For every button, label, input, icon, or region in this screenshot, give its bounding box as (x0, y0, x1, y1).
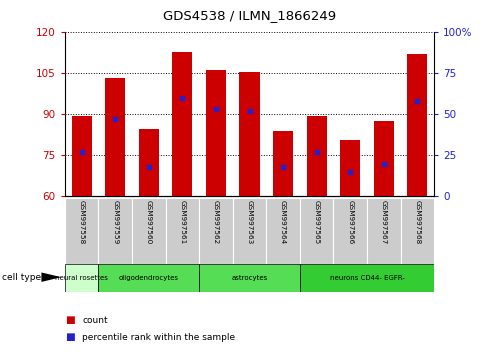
Bar (374, 121, 394, 196)
Bar (333, 198, 367, 264)
Bar (266, 198, 300, 264)
Bar (199, 264, 300, 292)
Text: neurons CD44- EGFR-: neurons CD44- EGFR- (329, 275, 404, 281)
Text: GSM997559: GSM997559 (112, 200, 118, 245)
Text: astrocytes: astrocytes (232, 275, 267, 281)
Bar (172, 52, 193, 196)
Text: percentile rank within the sample: percentile rank within the sample (82, 332, 236, 342)
Text: GSM997562: GSM997562 (213, 200, 219, 245)
Bar (166, 198, 199, 264)
Bar (65, 264, 98, 292)
Bar (199, 198, 233, 264)
Text: ■: ■ (65, 315, 75, 325)
Text: neural rosettes: neural rosettes (55, 275, 108, 281)
Polygon shape (41, 273, 61, 282)
Text: cell type: cell type (2, 273, 41, 282)
Bar (139, 129, 159, 196)
Bar (407, 54, 428, 196)
Bar (233, 198, 266, 264)
Text: GSM997561: GSM997561 (179, 200, 185, 245)
Bar (71, 115, 92, 196)
Text: GSM997564: GSM997564 (280, 200, 286, 245)
Text: GSM997566: GSM997566 (347, 200, 353, 245)
Text: GSM997560: GSM997560 (146, 200, 152, 245)
Bar (306, 115, 327, 196)
Text: GSM997568: GSM997568 (414, 200, 420, 245)
Bar (300, 198, 333, 264)
Text: ■: ■ (65, 332, 75, 342)
Text: GSM997565: GSM997565 (314, 200, 320, 245)
Text: oligodendrocytes: oligodendrocytes (119, 275, 179, 281)
Bar (240, 72, 259, 196)
Bar (65, 198, 98, 264)
Bar (105, 79, 125, 196)
Text: count: count (82, 316, 108, 325)
Text: GDS4538 / ILMN_1866249: GDS4538 / ILMN_1866249 (163, 9, 336, 22)
Bar (273, 131, 293, 196)
Bar (300, 264, 434, 292)
Bar (206, 70, 226, 196)
Bar (132, 198, 166, 264)
Bar (401, 198, 434, 264)
Bar (98, 264, 199, 292)
Bar (98, 198, 132, 264)
Text: GSM997567: GSM997567 (381, 200, 387, 245)
Text: GSM997563: GSM997563 (247, 200, 252, 245)
Bar (367, 198, 401, 264)
Text: GSM997558: GSM997558 (79, 200, 85, 245)
Bar (340, 140, 360, 196)
